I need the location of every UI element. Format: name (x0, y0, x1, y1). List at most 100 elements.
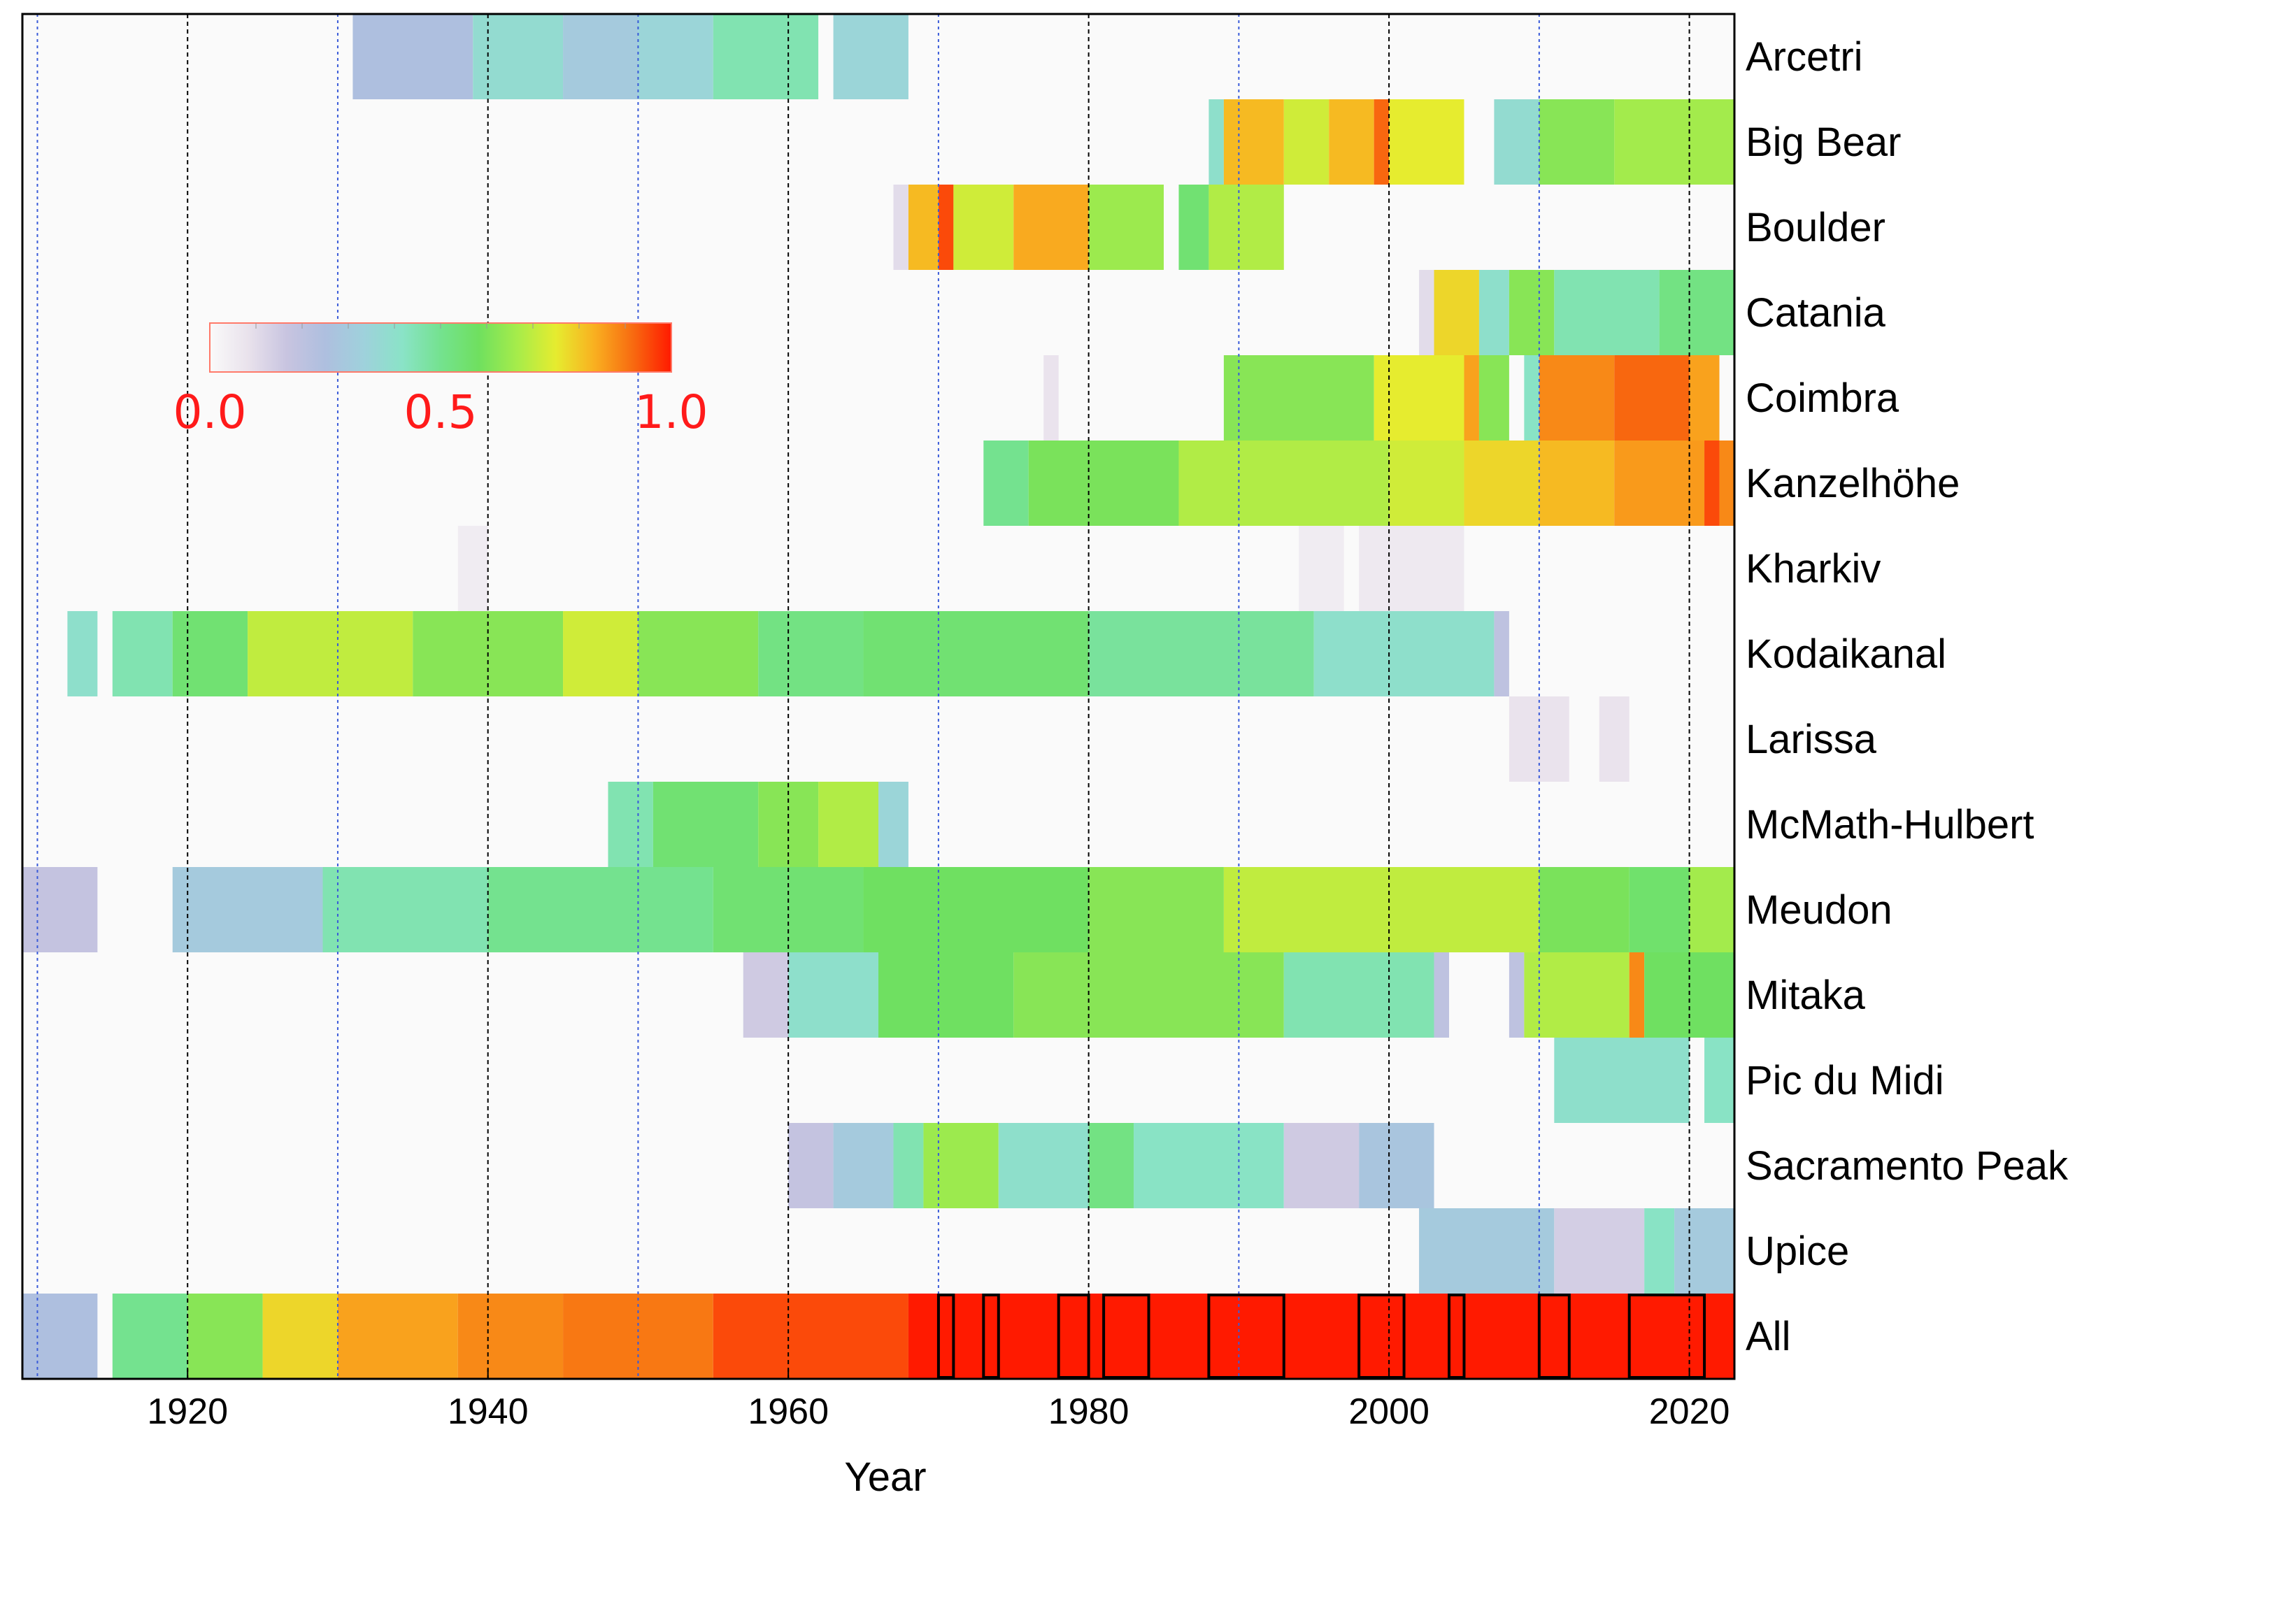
highlight-box (1057, 1294, 1090, 1379)
row-label: Upice (1746, 1229, 1849, 1274)
colorbar: 0.0 0.5 1.0 (173, 322, 708, 439)
heat-cell (1524, 952, 1630, 1038)
heat-cell (758, 611, 864, 696)
heat-cell (1674, 1208, 1734, 1294)
row-label: Catania (1746, 290, 1886, 336)
heat-cell (1494, 99, 1539, 185)
heat-cell (352, 14, 473, 99)
heat-cell (1178, 185, 1209, 270)
row-label: Kodaikanal (1746, 631, 1946, 677)
heat-cell (457, 526, 488, 611)
heat-cell (1629, 952, 1645, 1038)
heat-cell (1539, 867, 1630, 952)
colorbar-label: 0.5 (404, 385, 478, 439)
heat-cell (262, 1294, 338, 1379)
heat-cell (1719, 441, 1734, 526)
highlight-box (1207, 1294, 1285, 1379)
heat-cell (1509, 270, 1555, 355)
heat-cell (1629, 867, 1690, 952)
heat-cell (112, 611, 173, 696)
heat-cell (1464, 441, 1539, 526)
heat-cell (1389, 99, 1464, 185)
heat-cell (1359, 526, 1464, 611)
heat-cell (1088, 867, 1224, 952)
heat-cell (833, 14, 908, 99)
row-label: Boulder (1746, 205, 1885, 250)
heat-cell (908, 185, 939, 270)
row-label: Coimbra (1746, 375, 1899, 421)
row-label: Sacramento Peak (1746, 1143, 2069, 1189)
heat-cell (1223, 99, 1284, 185)
heat-cell (22, 867, 98, 952)
highlight-box (1537, 1294, 1571, 1379)
heat-cell (1614, 355, 1690, 441)
heat-cell (863, 611, 1089, 696)
heat-cell (1223, 867, 1539, 952)
heat-cell (1554, 1038, 1690, 1123)
heat-cell (1313, 611, 1495, 696)
heat-cell (1554, 1208, 1645, 1294)
heat-cell (638, 14, 713, 99)
colorbar-gradient (209, 322, 672, 373)
heat-cell (1208, 99, 1224, 185)
heat-cell (878, 782, 908, 867)
colorbar-label: 1.0 (635, 385, 708, 439)
heat-cell (1389, 441, 1464, 526)
highlight-box (1357, 1294, 1406, 1379)
heat-cell (788, 952, 878, 1038)
heat-cell (22, 1294, 98, 1379)
heat-cell (608, 782, 653, 867)
heat-cell (1013, 185, 1089, 270)
row-label: Kharkiv (1746, 546, 1881, 592)
heat-cell (1464, 355, 1479, 441)
row-label: Pic du Midi (1746, 1058, 1944, 1103)
heat-cell (1434, 270, 1479, 355)
heat-cell (563, 611, 639, 696)
heat-cell (1689, 355, 1720, 441)
heat-cell (1359, 1123, 1434, 1208)
heat-cell (1434, 952, 1449, 1038)
heat-cell (983, 441, 1029, 526)
heat-cell (653, 782, 759, 867)
heat-cell (1043, 355, 1059, 441)
row-label: McMath-Hulbert (1746, 802, 2034, 847)
highlight-box (1448, 1294, 1466, 1379)
heat-cell (893, 185, 908, 270)
highlight-box (1102, 1294, 1150, 1379)
x-tick-label: 1980 (1048, 1391, 1129, 1432)
plot-frame (21, 13, 1736, 1380)
x-tick-label: 1960 (748, 1391, 829, 1432)
heat-cell (337, 1294, 458, 1379)
heat-cell (638, 611, 759, 696)
heat-cell (1283, 1123, 1360, 1208)
heat-cell (1178, 441, 1390, 526)
colorbar-label: 0.0 (173, 385, 247, 439)
heat-cell (473, 14, 564, 99)
highlight-box (982, 1294, 1000, 1379)
heat-cell (1299, 526, 1344, 611)
heat-cell (1554, 270, 1660, 355)
heat-cell (1208, 185, 1284, 270)
row-label: Mitaka (1746, 973, 1866, 1018)
heat-cell (1088, 611, 1314, 696)
heat-cell (1283, 99, 1329, 185)
row-label: All (1746, 1314, 1790, 1359)
heat-cell (863, 867, 1089, 952)
heat-cell (713, 1294, 908, 1379)
heat-cell (1013, 952, 1284, 1038)
x-tick-label: 2020 (1649, 1391, 1730, 1432)
heat-cell (713, 14, 819, 99)
heat-cell (743, 952, 789, 1038)
x-tick-label: 1920 (147, 1391, 228, 1432)
heat-cell (1539, 99, 1615, 185)
heat-cell (1283, 952, 1434, 1038)
heat-cell (457, 1294, 564, 1379)
heat-cell (938, 185, 954, 270)
heat-cell (563, 14, 639, 99)
heat-cell (172, 611, 248, 696)
heat-cell (187, 1294, 263, 1379)
heat-cell (1028, 441, 1179, 526)
heat-cell (1644, 1208, 1675, 1294)
heat-cell (1494, 611, 1509, 696)
